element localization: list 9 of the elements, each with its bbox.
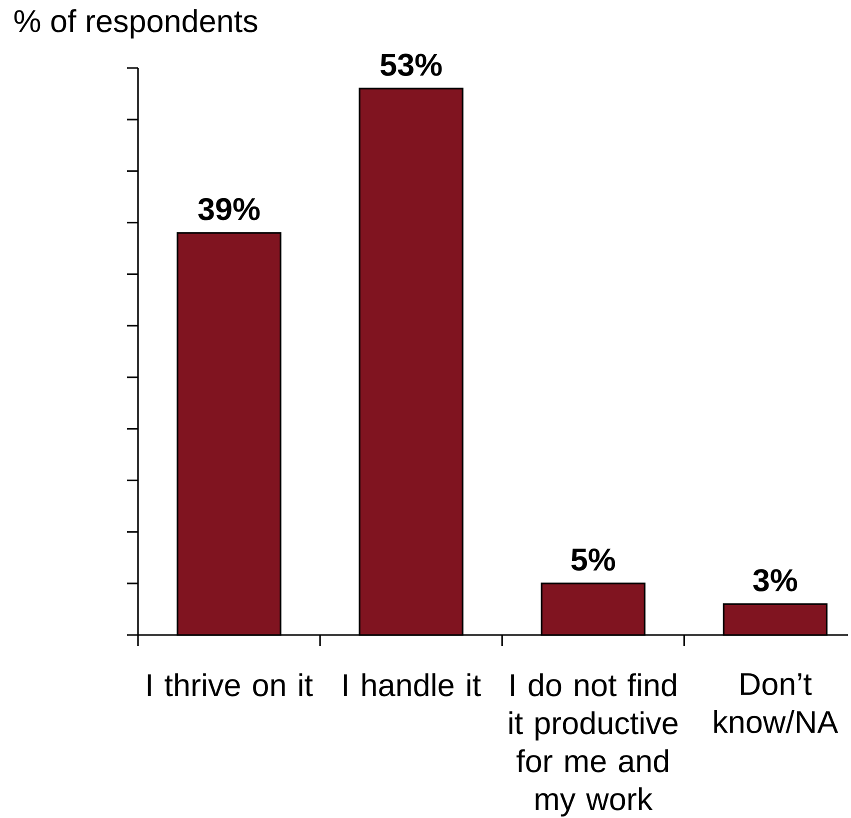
x-tick-label: I do not find it productive for me and my work bbox=[509, 673, 678, 817]
x-tick-label: Don’t know/NA bbox=[714, 673, 838, 734]
data-label: 5% bbox=[571, 548, 616, 571]
x-tick-label: I thrive on it bbox=[148, 673, 313, 696]
data-label: 53% bbox=[380, 54, 442, 76]
x-tick-label: I handle it bbox=[344, 673, 481, 696]
y-axis-title: % of respondents bbox=[14, 9, 258, 39]
data-label: 3% bbox=[753, 569, 798, 592]
data-label: 39% bbox=[198, 198, 260, 220]
